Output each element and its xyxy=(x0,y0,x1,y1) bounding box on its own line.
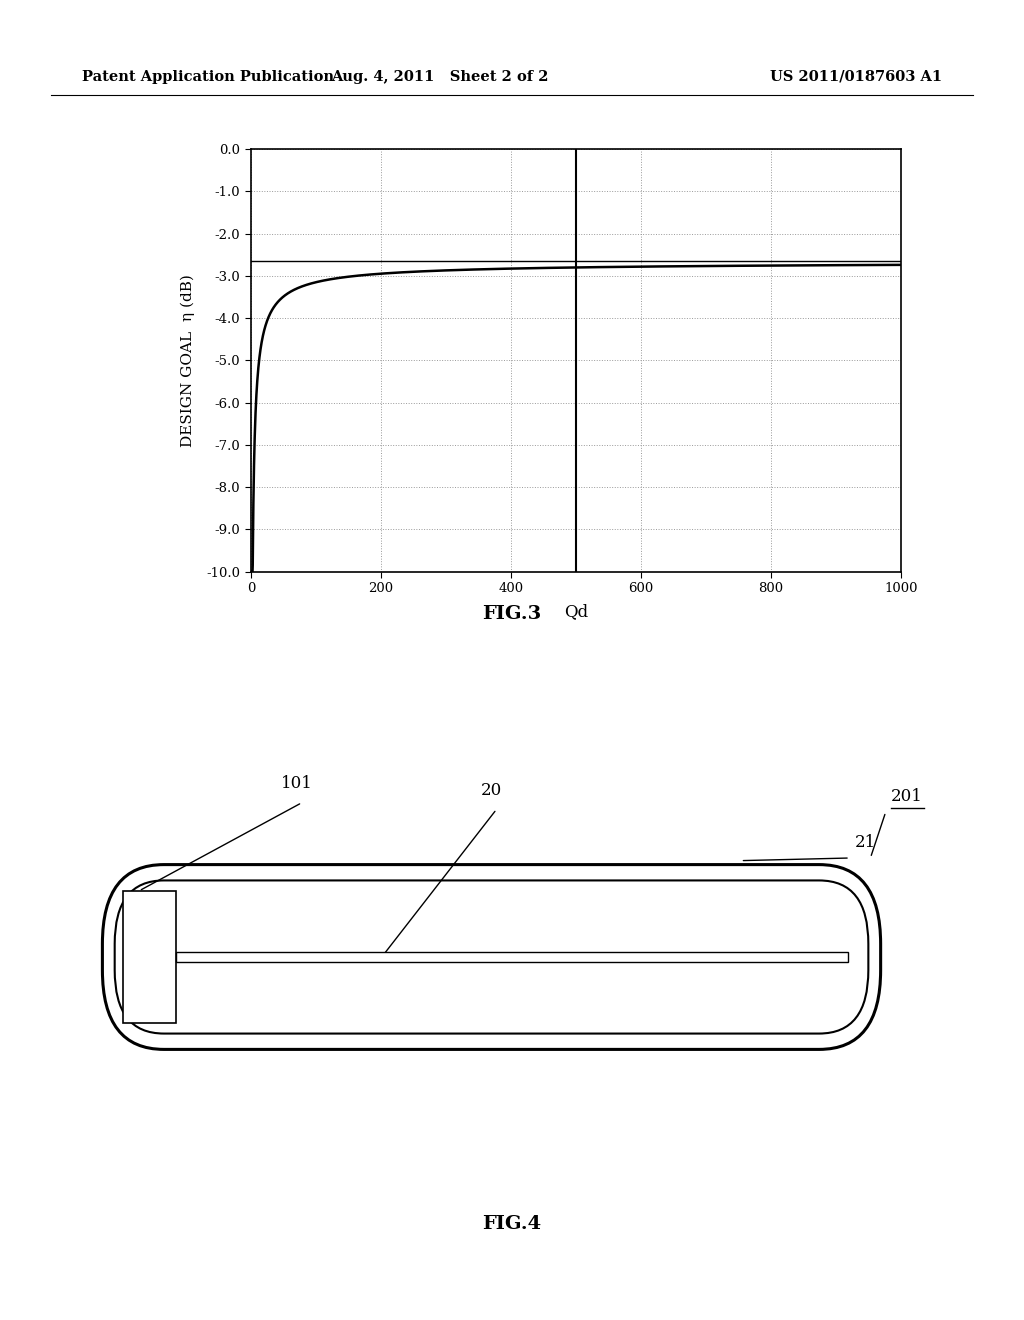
Text: FIG.3: FIG.3 xyxy=(482,605,542,623)
FancyBboxPatch shape xyxy=(102,865,881,1049)
X-axis label: Qd: Qd xyxy=(564,603,588,620)
Text: Aug. 4, 2011   Sheet 2 of 2: Aug. 4, 2011 Sheet 2 of 2 xyxy=(332,70,549,83)
Bar xyxy=(123,891,176,1023)
Y-axis label: DESIGN GOAL  η (dB): DESIGN GOAL η (dB) xyxy=(181,275,196,446)
Bar xyxy=(176,952,848,962)
Text: 20: 20 xyxy=(481,781,502,799)
Text: 101: 101 xyxy=(281,775,313,792)
Text: Patent Application Publication: Patent Application Publication xyxy=(82,70,334,83)
Text: US 2011/0187603 A1: US 2011/0187603 A1 xyxy=(770,70,942,83)
Text: 21: 21 xyxy=(855,834,877,851)
Text: 201: 201 xyxy=(891,788,923,805)
FancyBboxPatch shape xyxy=(115,880,868,1034)
Text: FIG.4: FIG.4 xyxy=(482,1214,542,1233)
